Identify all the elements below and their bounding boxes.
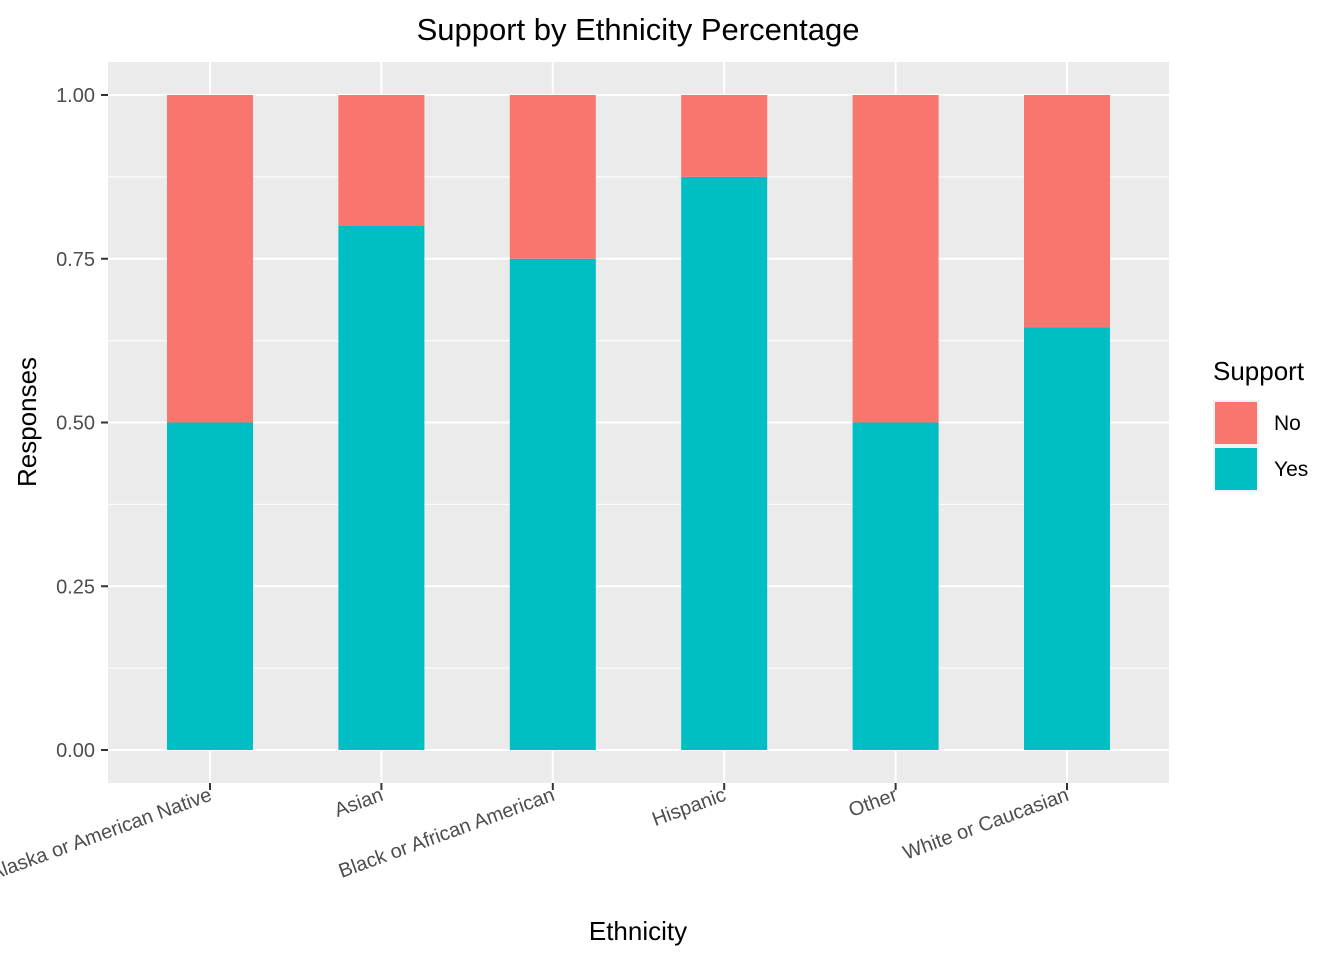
- legend-items: No Yes: [1213, 400, 1308, 492]
- bar-yes-1: [338, 226, 425, 750]
- legend-label-yes: Yes: [1274, 458, 1308, 481]
- y-tick-label: 0.50: [56, 413, 95, 435]
- legend-swatch-no: [1215, 402, 1257, 444]
- x-tick-label: Hispanic: [649, 784, 729, 831]
- bar-yes-2: [509, 258, 596, 750]
- chart-title: Support by Ethnicity Percentage: [417, 12, 860, 47]
- bars: [167, 95, 1110, 750]
- bar-yes-5: [1024, 327, 1110, 750]
- bar-no-5: [1024, 95, 1110, 328]
- bar-no-1: [338, 95, 425, 226]
- x-tick-label: Other: [846, 784, 901, 822]
- bar-yes-0: [167, 422, 253, 750]
- bar-yes-4: [852, 422, 939, 750]
- bar-no-3: [681, 95, 768, 177]
- legend-swatch-yes: [1215, 448, 1257, 490]
- x-tick-label: Asian: [332, 784, 387, 822]
- y-axis-title: Responses: [12, 357, 42, 487]
- legend-label-no: No: [1274, 412, 1301, 435]
- x-tick-label: Alaska or American Native: [0, 784, 215, 885]
- legend-title: Support: [1213, 356, 1305, 386]
- bar-no-4: [852, 95, 939, 423]
- bar-no-0: [167, 95, 253, 423]
- x-axis-title: Ethnicity: [589, 916, 687, 946]
- x-tick-label: White or Caucasian: [900, 784, 1072, 864]
- bar-yes-3: [681, 176, 768, 750]
- legend: Support No Yes: [1213, 356, 1308, 492]
- bar-no-2: [509, 95, 596, 259]
- y-tick-label: 1.00: [56, 85, 95, 107]
- y-tick-label: 0.00: [56, 740, 95, 762]
- y-tick-label: 0.75: [56, 249, 95, 271]
- y-axis: 0.00 0.25 0.50 0.75 1.00: [56, 85, 108, 762]
- y-tick-label: 0.25: [56, 576, 95, 598]
